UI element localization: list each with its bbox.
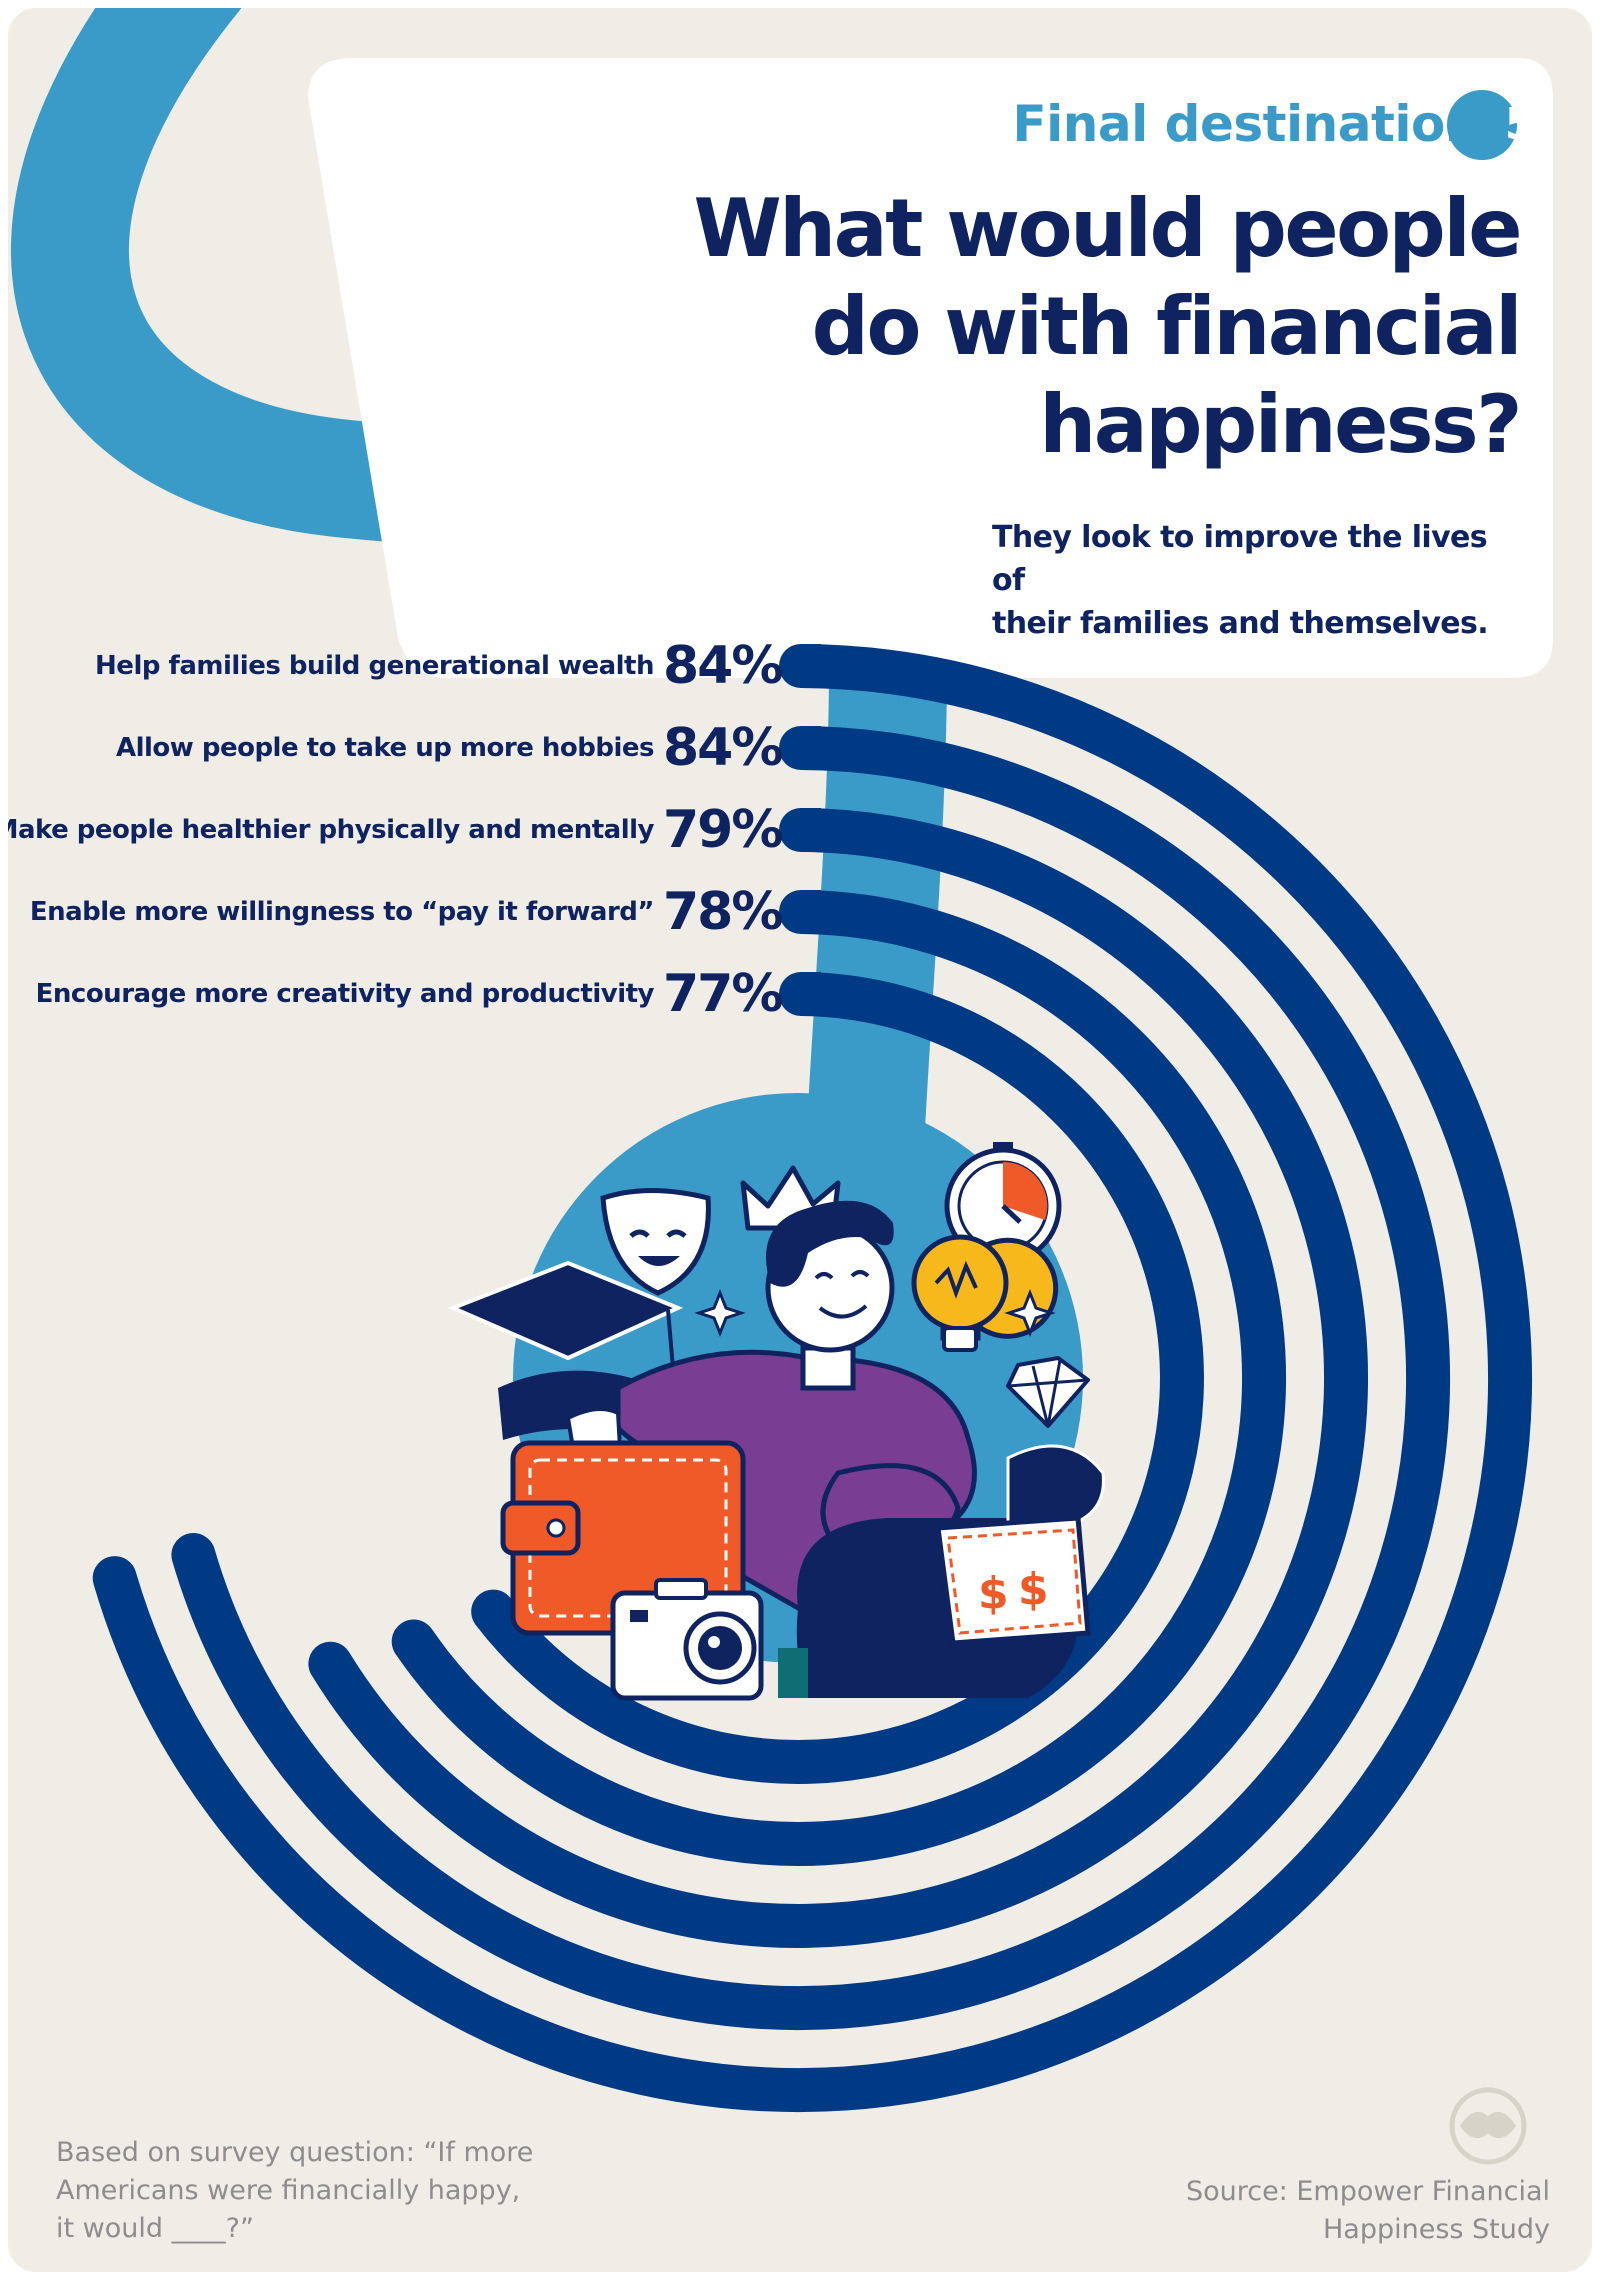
subtitle-line: They look to improve the lives of — [992, 520, 1488, 598]
svg-text:$: $ — [978, 1568, 1009, 1619]
infographic-page: $ $ Final destination 5 What would peopl… — [8, 8, 1592, 2272]
footnote-line: it would ____?” — [56, 2213, 254, 2244]
bar-start-cap-1 — [801, 644, 821, 688]
bar-arcs — [92, 644, 1532, 2112]
page-title: What would people do with financial happ… — [520, 180, 1523, 474]
logo-icon — [1449, 2087, 1527, 2165]
step-badge-shape — [1447, 90, 1517, 160]
source-line: Happiness Study — [1322, 2214, 1550, 2245]
bar-value-label: 84% — [663, 718, 783, 778]
survey-footnote: Based on survey question: “If more Ameri… — [56, 2134, 616, 2248]
bar-arc-3 — [308, 808, 1369, 1948]
bar-arc-4 — [391, 890, 1287, 1866]
bar-category-label: Enable more willingness to “pay it forwa… — [29, 897, 655, 927]
bar-category-label: Encourage more creativity and productivi… — [35, 979, 655, 1009]
bar-value-label: 78% — [663, 882, 783, 942]
source-line: Source: Empower Financial — [1185, 2176, 1550, 2207]
source-credit: Source: Empower Financial Happiness Stud… — [1030, 2173, 1550, 2249]
subtitle: They look to improve the lives of their … — [992, 516, 1512, 645]
bar-value-label: 79% — [663, 800, 783, 860]
bar-value-label: 84% — [663, 636, 783, 696]
title-line: What would people — [693, 182, 1522, 275]
bar-arc-5 — [471, 972, 1204, 1784]
footnote-line: Based on survey question: “If more — [56, 2137, 534, 2168]
bar-value-label: 77% — [663, 964, 783, 1024]
title-panel — [308, 58, 1553, 678]
bar-category-label: Allow people to take up more hobbies — [115, 733, 655, 763]
title-line: happiness? — [1039, 378, 1522, 471]
camera-icon — [610, 1578, 808, 1701]
footnote-line: Americans were financially happy, — [56, 2175, 521, 2206]
diamond-icon — [1006, 1356, 1090, 1428]
subtitle-line: their families and themselves. — [992, 606, 1489, 641]
theatre-mask-icon — [600, 1188, 711, 1296]
bar-start-cap-4 — [801, 890, 821, 934]
bar-arc-1 — [92, 644, 1532, 2112]
sparkle-icon — [694, 1288, 1056, 1338]
svg-text:$: $ — [1018, 1564, 1049, 1615]
title-line: do with financial — [811, 280, 1523, 373]
bar-category-label: Make people healthier physically and men… — [8, 815, 655, 845]
bar-start-cap-2 — [801, 726, 821, 770]
bar-category-label: Help families build generational wealth — [95, 651, 654, 681]
bar-start-cap-3 — [801, 808, 821, 852]
money-bag-icon: $ $ — [796, 1444, 1105, 1698]
step-number-badge: 5 — [1504, 99, 1536, 150]
bar-arc-2 — [171, 726, 1450, 2030]
illustration: $ $ — [447, 1142, 1105, 1701]
bar-start-cap-5 — [801, 972, 821, 1016]
chart-canvas: $ $ — [11, 8, 1553, 2165]
eyebrow-label: Final destination — [1012, 95, 1480, 153]
